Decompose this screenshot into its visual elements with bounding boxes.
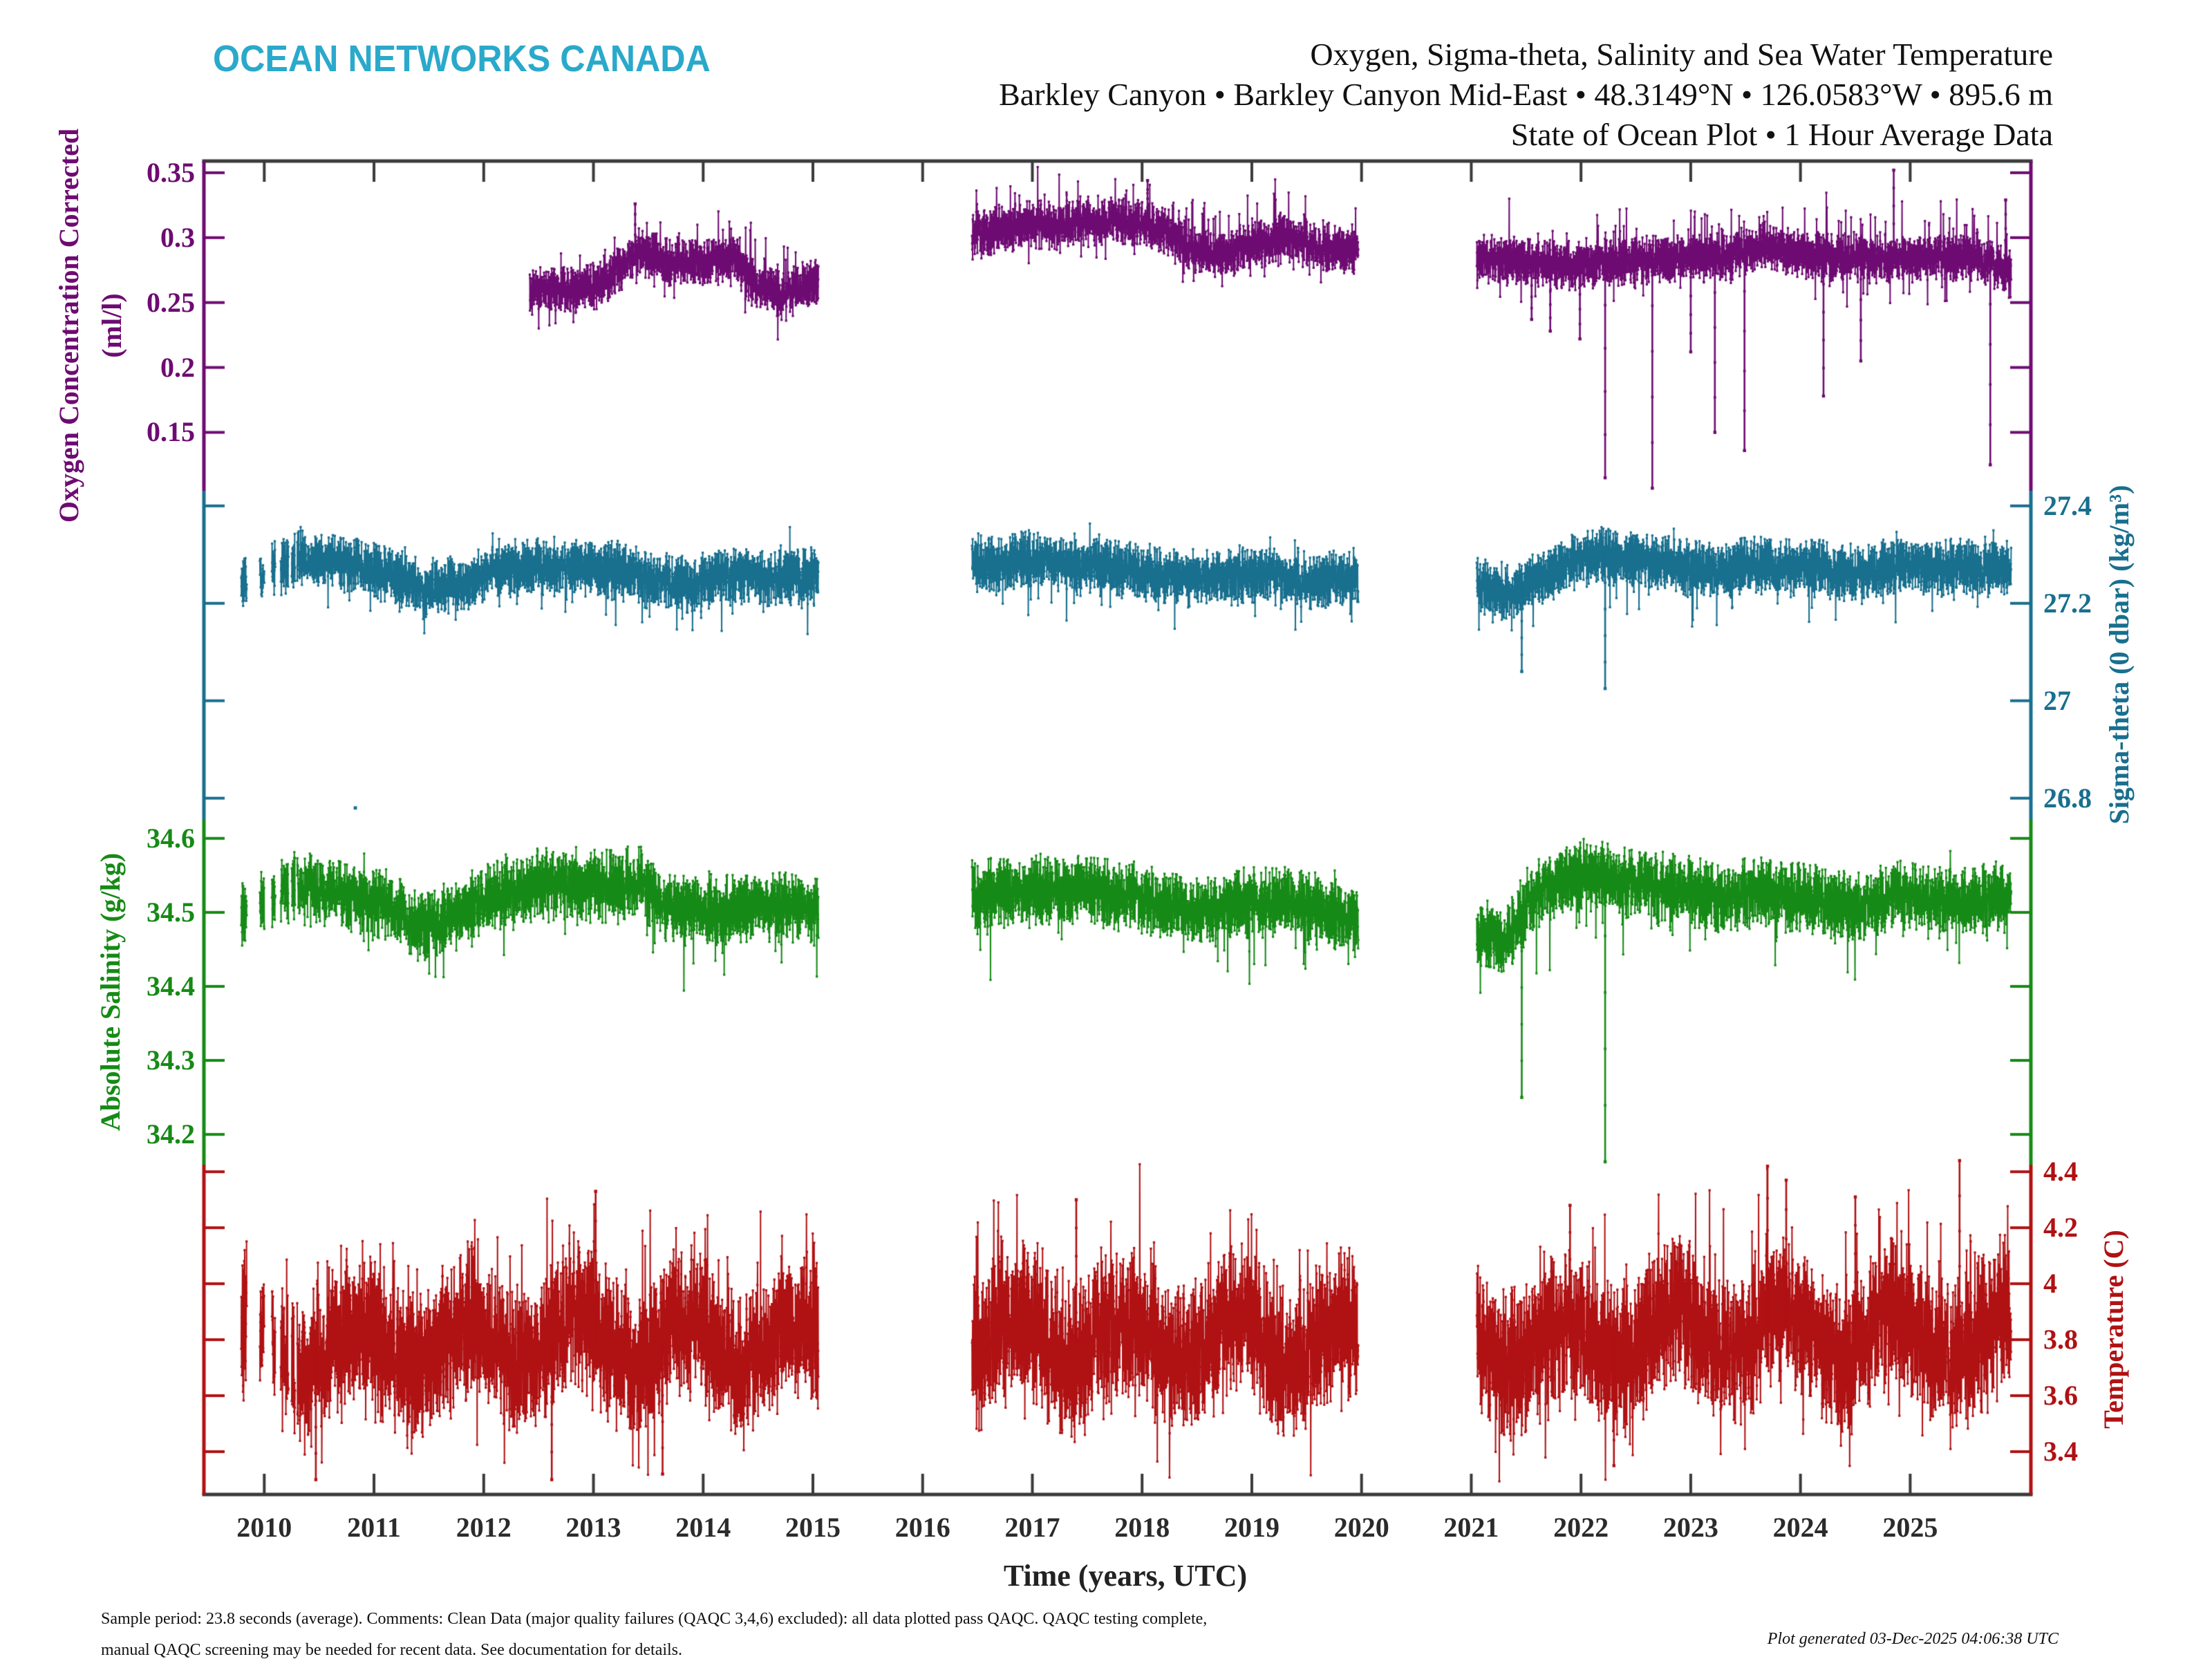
tick-label-year-2010: 2010 [236,1512,292,1543]
tick-label-temperature-4: 4 [2043,1268,2057,1300]
axis-title-oxygen-units: (ml/l) [96,293,127,358]
tick-label-year-2013: 2013 [565,1512,621,1543]
title-line-1: Oxygen, Sigma-theta, Salinity and Sea Wa… [1310,37,2053,72]
tick-label-year-2019: 2019 [1224,1512,1280,1543]
tick-label-year-2016: 2016 [894,1512,950,1543]
plot-generated-timestamp: Plot generated 03-Dec-2025 04:06:38 UTC [1767,1630,2059,1648]
title-line-3: State of Ocean Plot • 1 Hour Average Dat… [1510,117,2053,152]
tick-label-salinity-34.6: 34.6 [147,822,195,854]
tick-label-year-2017: 2017 [1004,1512,1060,1543]
plot-title: Oxygen, Sigma-theta, Salinity and Sea Wa… [999,35,2053,155]
tick-label-year-2012: 2012 [456,1512,512,1543]
tick-label-oxygen-0.25: 0.25 [147,286,195,318]
onc-logo: OCEAN NETWORKS CANADA [213,38,711,79]
tick-label-oxygen-0.2: 0.2 [160,351,195,383]
tick-label-year-2021: 2021 [1443,1512,1499,1543]
tick-label-year-2025: 2025 [1882,1512,1938,1543]
tick-label-salinity-34.2: 34.2 [147,1118,195,1150]
tick-label-salinity-34.3: 34.3 [147,1044,195,1076]
tick-label-sigma_theta-27: 27 [2043,684,2071,716]
axis-title-oxygen: Oxygen Concentration Corrected [53,128,84,523]
tick-label-year-2020: 2020 [1333,1512,1389,1543]
tick-label-oxygen-0.15: 0.15 [147,416,195,448]
tick-label-temperature-4.4: 4.4 [2043,1156,2078,1188]
tick-label-salinity-34.4: 34.4 [147,970,195,1002]
tick-label-sigma_theta-26.8: 26.8 [2043,782,2092,814]
tick-label-year-2023: 2023 [1662,1512,1718,1543]
tick-label-year-2018: 2018 [1114,1512,1170,1543]
tick-label-oxygen-0.3: 0.3 [160,221,195,253]
x-axis-title: Time (years, UTC) [1003,1559,1248,1593]
tick-label-temperature-3.6: 3.6 [2043,1380,2078,1412]
axis-title-sigma-theta: Sigma-theta (0 dbar) (kg/m³) [2103,485,2135,825]
tick-label-oxygen-0.35: 0.35 [147,156,195,188]
title-line-2: Barkley Canyon • Barkley Canyon Mid-East… [999,77,2053,112]
tick-label-salinity-34.5: 34.5 [147,896,195,928]
tick-label-sigma_theta-27.4: 27.4 [2043,489,2092,521]
tick-label-temperature-3.4: 3.4 [2043,1436,2078,1468]
tick-label-temperature-4.2: 4.2 [2043,1212,2078,1244]
tick-label-temperature-3.8: 3.8 [2043,1324,2078,1356]
tick-label-sigma_theta-27.2: 27.2 [2043,587,2092,619]
footer-line-2: manual QAQC screening may be needed for … [101,1641,683,1659]
tick-label-year-2024: 2024 [1772,1512,1828,1543]
footer-line-1: Sample period: 23.8 seconds (average). C… [101,1610,1208,1628]
footer-note: Sample period: 23.8 seconds (average). C… [101,1604,1207,1659]
tick-label-year-2011: 2011 [347,1512,401,1543]
tick-label-year-2014: 2014 [675,1512,731,1543]
tick-label-year-2015: 2015 [785,1512,841,1543]
axis-title-temperature: Temperature (C) [2098,1230,2129,1429]
tick-label-year-2022: 2022 [1553,1512,1609,1543]
